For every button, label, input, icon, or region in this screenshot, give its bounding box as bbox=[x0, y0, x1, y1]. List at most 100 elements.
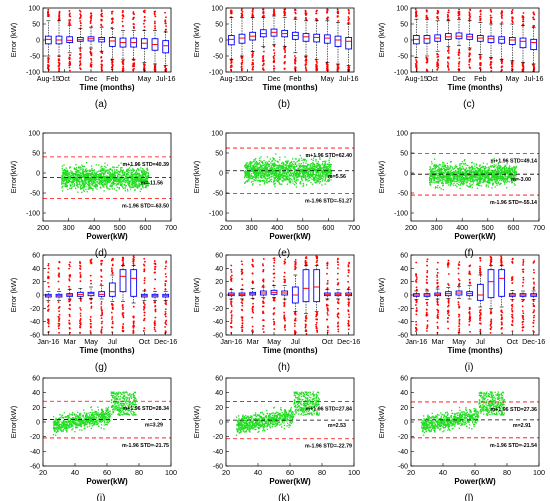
scatter-point bbox=[252, 168, 255, 171]
scatter-point bbox=[103, 176, 105, 178]
scatter-point bbox=[143, 182, 146, 185]
scatter-point bbox=[304, 177, 307, 179]
scatter-point bbox=[122, 177, 124, 180]
outlier-point bbox=[241, 59, 244, 62]
scatter-point bbox=[305, 184, 308, 186]
outlier-point bbox=[58, 13, 61, 16]
scatter-point bbox=[430, 180, 433, 182]
outlier-point bbox=[436, 63, 439, 66]
scatter-point bbox=[262, 164, 265, 167]
scatter-point bbox=[129, 165, 132, 167]
scatter-point bbox=[95, 173, 97, 175]
scatter-point bbox=[450, 177, 452, 179]
scatter-point bbox=[113, 180, 115, 182]
scatter-point bbox=[109, 172, 111, 174]
scatter-point bbox=[113, 167, 115, 169]
scatter-point bbox=[69, 187, 71, 190]
scatter-point bbox=[310, 163, 313, 165]
outlier-point bbox=[46, 14, 49, 17]
scatter-point bbox=[438, 174, 440, 177]
scatter-point bbox=[259, 157, 261, 160]
outlier-point bbox=[240, 65, 243, 68]
scatter-point bbox=[102, 177, 104, 179]
scatter-point bbox=[105, 179, 107, 181]
scatter-point bbox=[257, 163, 259, 165]
scatter-point bbox=[111, 185, 113, 188]
scatter-point bbox=[328, 164, 330, 167]
scatter-point bbox=[141, 183, 143, 185]
scatter-point bbox=[110, 176, 112, 179]
scatter-point bbox=[90, 165, 93, 167]
scatter-point bbox=[431, 161, 433, 163]
scatter-point bbox=[130, 176, 132, 179]
scatter-point bbox=[87, 179, 90, 181]
scatter-point bbox=[267, 180, 270, 183]
scatter-point bbox=[303, 176, 305, 179]
scatter-point bbox=[510, 180, 512, 182]
scatter-point bbox=[279, 178, 282, 180]
outlier-point bbox=[426, 70, 429, 72]
scatter-point bbox=[132, 173, 134, 176]
scatter-point bbox=[481, 166, 484, 168]
scatter-point bbox=[89, 170, 92, 172]
scatter-point bbox=[267, 163, 269, 165]
scatter-point bbox=[433, 158, 436, 160]
scatter-point bbox=[264, 176, 266, 179]
scatter-point bbox=[319, 176, 322, 178]
scatter-point bbox=[141, 178, 143, 180]
scatter-point bbox=[315, 154, 317, 157]
scatter-point bbox=[96, 174, 98, 176]
scatter-point bbox=[470, 162, 473, 164]
scatter-point bbox=[316, 166, 319, 168]
scatter-point bbox=[92, 183, 94, 185]
scatter-point bbox=[112, 176, 115, 178]
scatter-point bbox=[260, 175, 262, 177]
scatter-point bbox=[137, 184, 139, 186]
scatter-point bbox=[329, 164, 332, 166]
outlier-point bbox=[315, 12, 318, 15]
scatter-point bbox=[272, 157, 275, 160]
scatter-point bbox=[144, 181, 146, 184]
scatter-point bbox=[465, 171, 467, 173]
scatter-point bbox=[132, 181, 135, 184]
scatter-point bbox=[276, 176, 278, 179]
outlier-point bbox=[240, 12, 243, 15]
scatter-point bbox=[274, 179, 276, 181]
scatter-point bbox=[312, 163, 314, 165]
scatter-point bbox=[115, 189, 117, 192]
outlier-point bbox=[500, 66, 503, 69]
outlier-point bbox=[325, 62, 328, 65]
scatter-point bbox=[434, 187, 436, 189]
y-tick-label: -100 bbox=[26, 211, 40, 218]
scatter-point bbox=[315, 182, 317, 184]
scatter-point bbox=[101, 183, 104, 186]
x-tick-label: May bbox=[321, 74, 335, 83]
scatter-point bbox=[324, 183, 326, 185]
scatter-point bbox=[440, 168, 442, 171]
outlier-point bbox=[293, 55, 296, 57]
scatter-point bbox=[134, 182, 136, 184]
scatter-point bbox=[100, 179, 103, 182]
scatter-point bbox=[298, 169, 300, 171]
scatter-point bbox=[135, 180, 138, 183]
scatter-point bbox=[125, 175, 128, 177]
scatter-point bbox=[131, 182, 133, 185]
scatter-point bbox=[111, 175, 114, 178]
outlier-point bbox=[79, 10, 82, 13]
scatter-point bbox=[68, 173, 71, 175]
scatter-point bbox=[299, 171, 301, 174]
scatter-point bbox=[440, 175, 442, 177]
outlier-point bbox=[154, 70, 157, 72]
scatter-point bbox=[94, 181, 96, 183]
outlier-point bbox=[78, 64, 81, 67]
outlier-point bbox=[468, 52, 471, 55]
scatter-point bbox=[484, 171, 486, 173]
scatter-point bbox=[249, 176, 251, 178]
scatter-point bbox=[461, 171, 463, 173]
outlier-point bbox=[111, 26, 113, 29]
scatter-point bbox=[296, 160, 298, 163]
scatter-point bbox=[254, 176, 257, 178]
scatter-point bbox=[280, 175, 282, 177]
scatter-point bbox=[285, 166, 287, 168]
